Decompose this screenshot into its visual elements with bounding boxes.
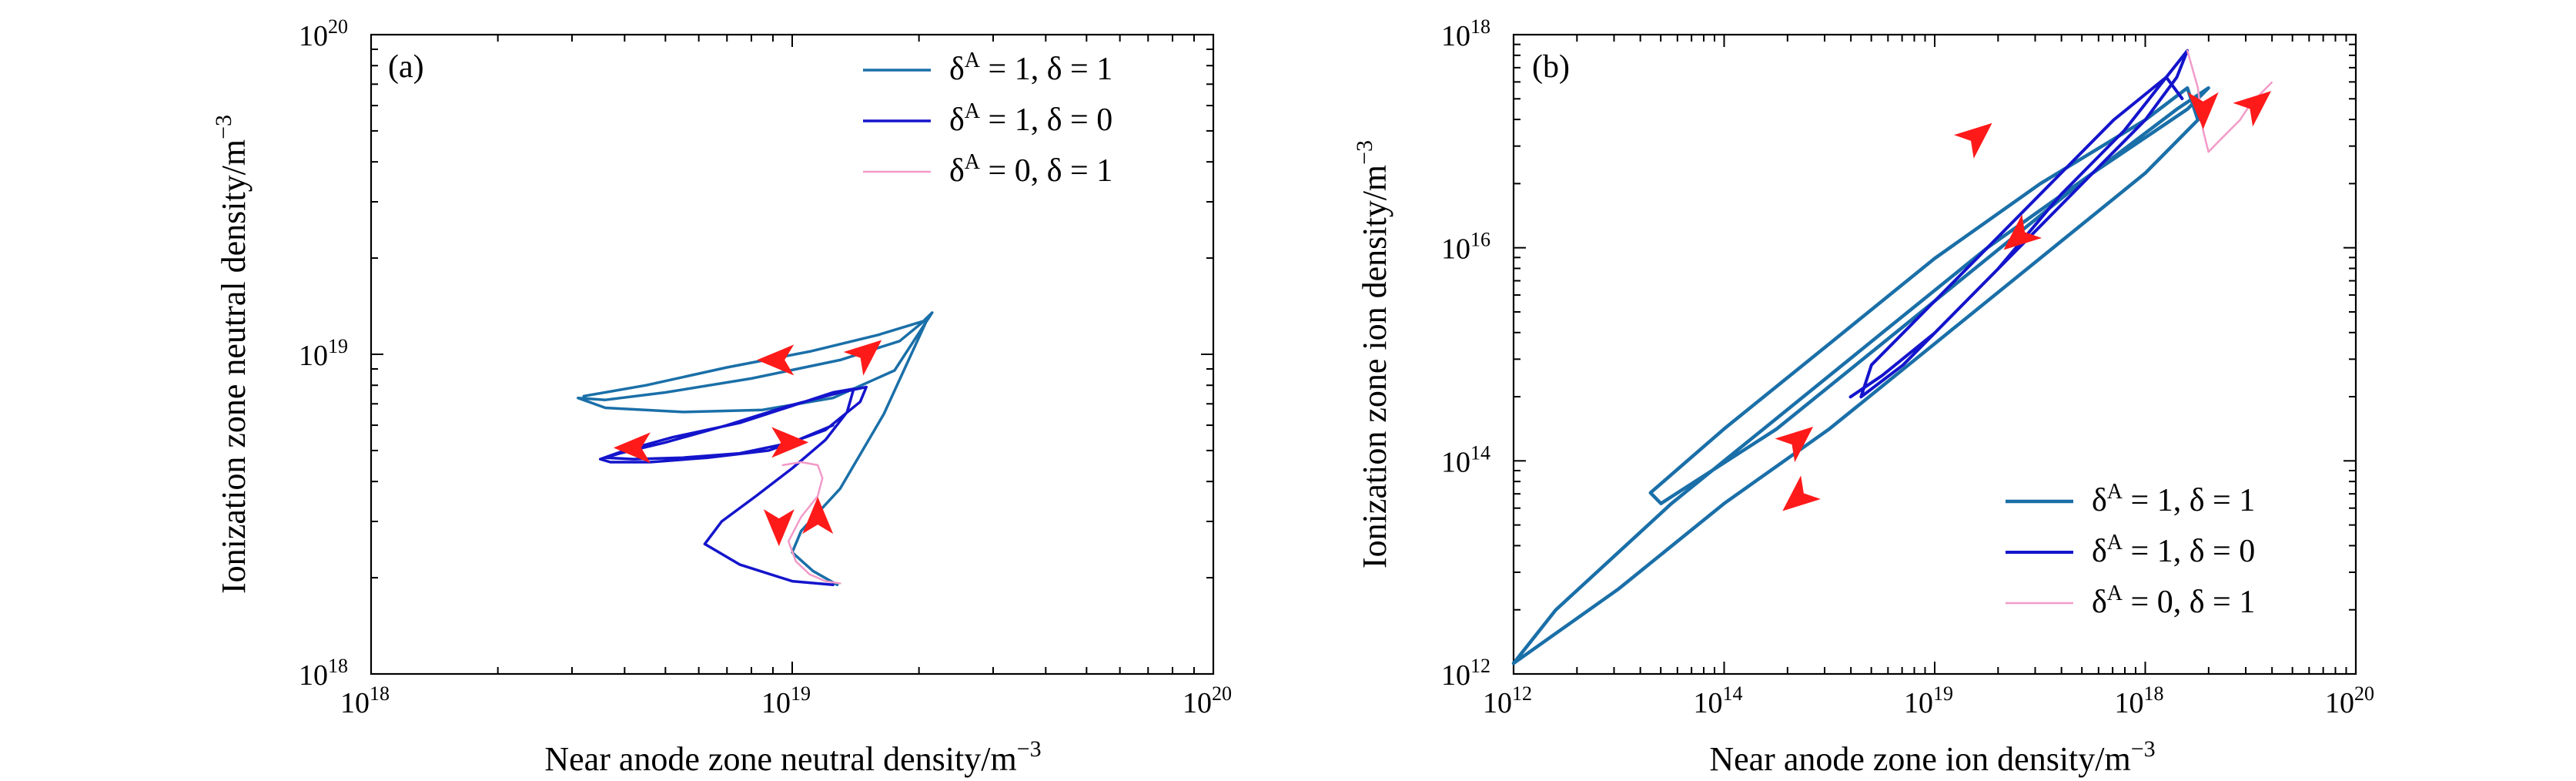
x-tick-label: 1020: [2325, 682, 2374, 719]
x-tick-label: 1019: [1904, 682, 1953, 719]
direction-arrow-marker: [1953, 122, 1992, 159]
panel-b-curves: [1511, 49, 2273, 665]
panel-b-label: (b): [1532, 49, 1570, 85]
panel-a-label: (a): [388, 49, 424, 85]
panel-a: 1018 1019 1020 1018 1019 1020 (a) Near anode …: [211, 15, 1232, 778]
panel-b-arrows: [1775, 91, 2272, 511]
series-line-1: [1511, 85, 2210, 665]
legend-entry-1: δA = 1, δ = 1: [949, 49, 1112, 87]
legend-entry-1: δA = 1, δ = 1: [2092, 480, 2255, 518]
y-tick-label: 1020: [299, 15, 348, 52]
y-tick-label: 1019: [299, 335, 348, 372]
panel-a-ylabel: Ionization zone neutral density/m−3: [211, 115, 253, 594]
direction-arrow-marker: [771, 427, 809, 458]
legend-entry-3: δA = 0, δ = 1: [2092, 582, 2255, 620]
direction-arrow-marker: [1782, 475, 1821, 511]
x-tick-label: 1014: [1694, 682, 1743, 719]
panel-a-xlabel: Near anode zone neutral density/m−3: [544, 736, 1041, 778]
y-tick-label: 1014: [1441, 441, 1490, 478]
x-tick-label: 1019: [761, 682, 811, 719]
legend-entry-2: δA = 1, δ = 0: [949, 99, 1112, 138]
direction-arrow-marker: [843, 340, 882, 376]
y-tick-label: 1016: [1441, 229, 1490, 266]
series-line-2: [1848, 49, 2190, 399]
panel-a-ticks: 1018 1019 1020 1018 1019 1020: [299, 15, 1232, 719]
y-tick-label: 1018: [299, 655, 348, 692]
series-line-2: [598, 385, 868, 587]
panel-b-xlabel: Near anode zone ion density/m−3: [1709, 736, 2155, 778]
direction-arrow-marker: [2187, 92, 2219, 129]
x-tick-label: 1018: [2115, 682, 2164, 719]
direction-arrow-marker: [2003, 214, 2042, 250]
panel-a-legend: δA = 1, δ = 1 δA = 1, δ = 0 δA = 0, δ = 1: [863, 49, 1112, 189]
panel-b-ylabel: Ionization zone ion density/m−3: [1352, 140, 1393, 568]
legend-entry-2: δA = 1, δ = 0: [2092, 531, 2255, 569]
direction-arrow-marker: [1775, 426, 1814, 463]
panel-a-arrows: [613, 340, 882, 547]
direction-arrow-marker: [763, 509, 795, 547]
x-tick-label: 1020: [1183, 682, 1232, 719]
x-tick-label: 1012: [1483, 682, 1532, 719]
y-tick-label: 1012: [1441, 655, 1490, 692]
panel-b-legend: δA = 1, δ = 1 δA = 1, δ = 0 δA = 0, δ = 1: [2006, 480, 2255, 620]
panel-b: 1012 1014 1019 1018 1020 1012 1014 1016 1018 (b)…: [1352, 15, 2374, 778]
panel-b-ticks: 1012 1014 1019 1018 1020 1012 1014 1016 1018: [1441, 15, 2374, 719]
direction-arrow-marker: [2233, 91, 2272, 127]
series-line-1: [577, 311, 934, 587]
series-line-3: [781, 461, 841, 585]
x-tick-label: 1018: [340, 682, 390, 719]
y-tick-label: 1018: [1441, 15, 1490, 52]
panel-a-curves: [577, 311, 934, 587]
legend-entry-3: δA = 0, δ = 1: [949, 150, 1112, 189]
direction-arrow-marker: [613, 432, 651, 464]
direction-arrow-marker: [757, 344, 795, 376]
direction-arrow-marker: [802, 497, 834, 535]
